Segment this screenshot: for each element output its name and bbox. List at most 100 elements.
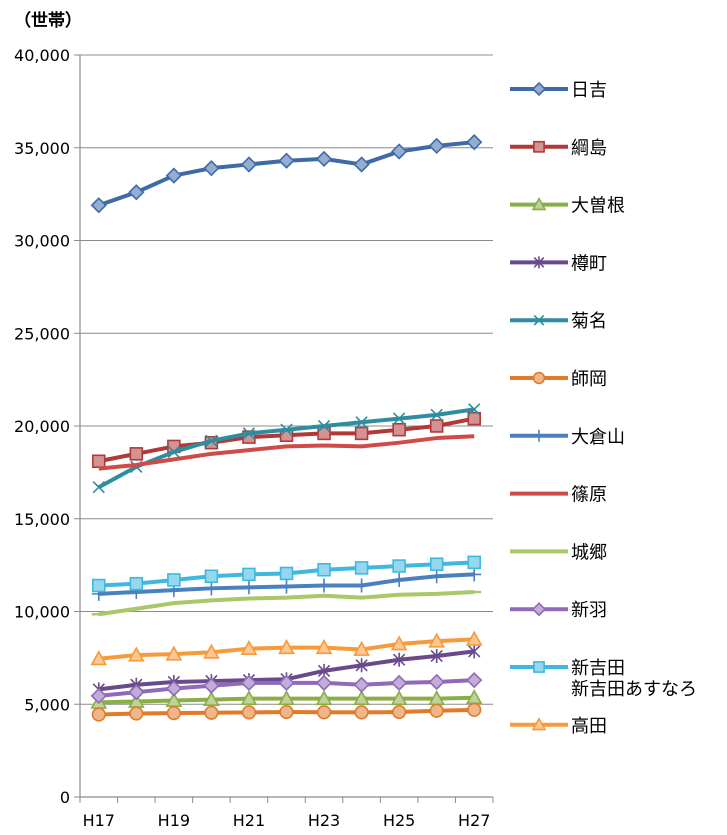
data-point [531,196,547,211]
data-point [204,705,219,720]
data-point [391,674,408,692]
legend-item: 樽町 [510,253,607,274]
data-point [129,447,144,461]
data-point [355,416,368,429]
series-師岡 [91,702,482,722]
data-point [430,649,443,664]
legend-item: 城郷 [510,542,607,563]
series-新吉田 [92,555,481,593]
data-point [240,674,258,692]
series-日吉 [90,134,483,214]
data-point [468,403,481,416]
data-point [353,690,370,706]
data-point [278,152,295,169]
x-tick-label: H23 [308,811,340,830]
data-point [317,578,332,593]
data-point [127,646,145,662]
data-point [466,672,483,689]
series-大曽根 [90,689,483,709]
data-point [467,567,482,582]
y-unit-label: （世帯） [14,10,82,31]
data-point [531,602,547,617]
legend-label: 樽町 [571,253,607,274]
data-point [279,566,294,581]
y-tick-label: 30,000 [14,232,70,251]
data-point [241,580,256,595]
data-point [430,408,443,422]
data-point [167,445,181,459]
data-point [90,650,108,666]
data-point [167,573,181,587]
legend-item: 新吉田 [510,658,625,679]
series-line [98,434,475,471]
legend-label: 大曽根 [571,196,625,217]
data-point [392,704,407,720]
data-point [429,703,444,718]
data-point [92,454,106,468]
legend-item: 高田 [510,716,607,737]
data-point [317,419,331,433]
data-point [391,143,408,160]
series-菊名 [92,403,481,494]
legend-label: 新羽 [571,600,607,621]
data-point [429,419,444,433]
legend-label: 城郷 [571,542,607,563]
data-point [279,704,294,720]
legend-label: 師岡 [571,369,607,390]
y-tick-labels: 0 5,000 10,000 15,000 20,000 25,000 30,000 35,0… [14,46,70,807]
data-point [205,434,218,448]
data-point [203,690,220,707]
data-point [90,197,107,214]
legend-label: 篠原 [571,485,607,506]
series-城郷 [91,590,482,617]
legend-label: 菊名 [571,311,607,332]
data-point [429,557,444,571]
data-point [532,371,546,385]
legend-item: 篠原 [510,485,607,506]
data-point [353,640,370,656]
y-tick-label: 25,000 [14,324,70,343]
data-point [353,676,370,693]
y-tick-label: 20,000 [14,417,70,436]
data-point [315,690,333,706]
data-point [354,705,369,720]
legend-label: 日吉 [571,80,607,101]
data-point [278,690,295,706]
series-lines [90,134,483,722]
legend-item: 大曽根 [510,196,625,217]
data-point [392,412,406,425]
data-point [128,184,145,201]
data-point [242,567,256,582]
data-point [533,661,545,673]
legend-label: 高田 [571,716,607,737]
data-point [533,314,545,326]
data-point [92,578,106,593]
series-高田 [90,630,483,666]
data-point [91,707,106,722]
data-point [204,569,219,584]
legend-item: 新羽 [510,600,607,621]
data-point [533,140,545,153]
data-point [129,576,144,591]
data-point [165,645,183,661]
axes [79,55,493,798]
data-point [204,581,219,596]
x-tick-label: H19 [158,811,190,830]
series-line [98,590,475,617]
data-point [315,639,333,655]
legend-item: 菊名 [510,311,607,332]
data-point [129,706,144,721]
data-point [465,630,483,646]
data-point [354,578,369,593]
data-point [280,423,293,436]
legend-item: 大倉山 [510,427,625,448]
data-point [165,167,182,184]
data-point [533,256,545,269]
data-point [428,632,446,648]
series-line [98,140,475,208]
legend-extra-label: 新吉田あすなろ [571,679,697,700]
legend-item: 綱島 [510,138,607,159]
data-point [390,635,408,651]
x-tick-label: H17 [83,811,115,830]
